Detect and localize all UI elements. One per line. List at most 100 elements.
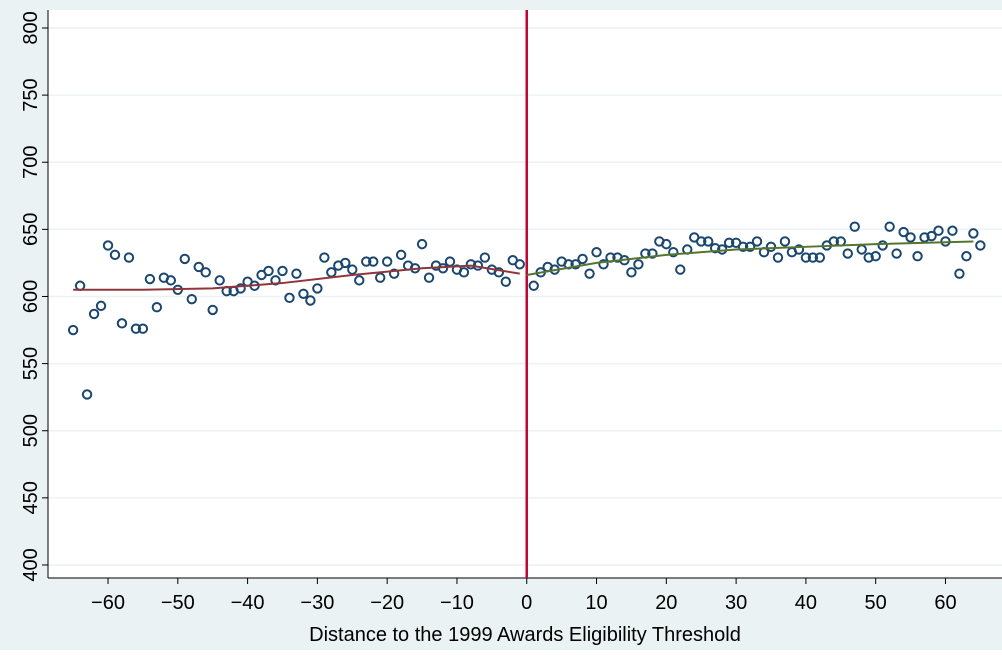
point xyxy=(368,256,379,267)
fit-line xyxy=(526,240,974,276)
point xyxy=(870,251,881,262)
point xyxy=(863,252,874,263)
x-tick-label: 20 xyxy=(655,592,677,614)
point xyxy=(584,268,595,279)
point xyxy=(263,265,274,277)
point xyxy=(633,259,644,270)
point xyxy=(165,275,177,286)
point xyxy=(968,228,979,239)
point xyxy=(235,283,246,294)
point xyxy=(884,221,895,232)
x-tick-label: 60 xyxy=(934,592,956,614)
point xyxy=(130,323,142,334)
point xyxy=(668,246,679,258)
point xyxy=(151,302,163,313)
point xyxy=(528,280,539,291)
point xyxy=(347,264,358,275)
point xyxy=(500,276,512,287)
point xyxy=(81,389,93,400)
point xyxy=(905,232,916,243)
x-tick-label: −20 xyxy=(370,592,404,614)
point xyxy=(137,323,149,334)
point xyxy=(179,253,190,265)
point xyxy=(661,238,672,250)
point xyxy=(340,257,351,269)
point xyxy=(891,248,902,259)
point xyxy=(416,238,428,250)
point xyxy=(514,259,525,270)
point xyxy=(312,283,323,294)
point xyxy=(214,275,225,286)
point xyxy=(591,246,602,258)
point xyxy=(67,324,79,336)
x-tick-label: 50 xyxy=(865,592,887,614)
point xyxy=(912,251,923,262)
point xyxy=(751,236,763,247)
point xyxy=(116,318,128,329)
point xyxy=(737,241,749,253)
y-tick-label: 700 xyxy=(20,146,42,179)
x-tick-label: −40 xyxy=(231,592,265,614)
point xyxy=(975,240,986,251)
point xyxy=(849,221,860,232)
point xyxy=(479,252,491,263)
point xyxy=(319,252,330,263)
y-tick-label: 650 xyxy=(20,213,42,246)
point xyxy=(361,256,372,267)
point xyxy=(800,252,812,263)
point xyxy=(577,253,588,265)
point xyxy=(123,252,135,263)
point xyxy=(947,225,958,236)
point xyxy=(933,225,944,236)
point xyxy=(772,252,784,263)
point xyxy=(193,261,204,273)
plot-area xyxy=(48,10,1002,578)
x-axis-label: Distance to the 1999 Awards Eligibility … xyxy=(309,624,741,646)
point xyxy=(465,259,477,270)
point xyxy=(814,252,826,263)
fit-line xyxy=(73,264,520,291)
y-tick-label: 750 xyxy=(20,78,42,111)
point xyxy=(305,295,316,306)
x-tick-label: 10 xyxy=(585,592,607,614)
y-tick-label: 450 xyxy=(20,481,42,514)
point xyxy=(779,236,791,247)
point xyxy=(381,256,393,267)
point xyxy=(702,236,714,247)
x-tick-label: −60 xyxy=(91,592,125,614)
point xyxy=(298,288,309,299)
point xyxy=(354,275,365,286)
point xyxy=(423,272,435,283)
point xyxy=(647,248,658,259)
point xyxy=(626,267,637,278)
y-tick-label: 550 xyxy=(20,347,42,380)
point xyxy=(374,272,386,283)
point xyxy=(709,242,721,254)
point xyxy=(388,268,400,279)
x-tick-label: 0 xyxy=(521,592,532,614)
point xyxy=(102,240,114,251)
point xyxy=(919,232,930,243)
x-tick-label: −30 xyxy=(300,592,334,614)
point xyxy=(793,244,805,255)
point xyxy=(395,249,407,261)
point xyxy=(898,226,909,238)
y-tick-label: 500 xyxy=(20,414,42,447)
y-tick-label: 400 xyxy=(20,548,42,581)
point xyxy=(744,241,756,253)
point xyxy=(570,259,581,270)
x-tick-label: 30 xyxy=(725,592,747,614)
x-tick-label: −10 xyxy=(440,592,474,614)
point xyxy=(723,237,735,248)
point xyxy=(88,308,100,320)
point xyxy=(109,249,121,261)
point xyxy=(696,236,707,247)
y-tick-label: 800 xyxy=(20,11,42,44)
point xyxy=(458,267,470,278)
point xyxy=(842,248,853,259)
point xyxy=(284,292,295,304)
point xyxy=(493,267,505,278)
point xyxy=(807,252,819,263)
